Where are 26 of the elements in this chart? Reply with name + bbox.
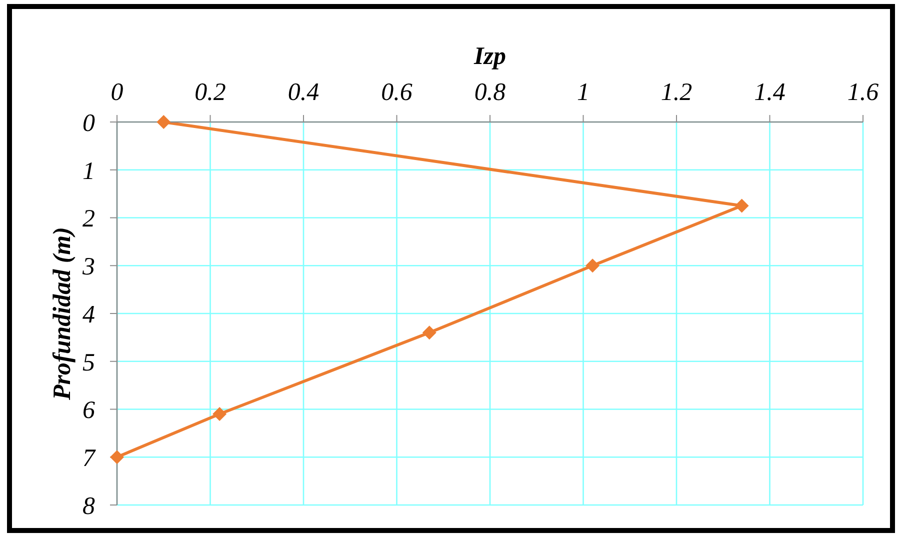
y-tick-label: 5 [82,349,95,376]
x-tick-label: 1.2 [660,79,692,106]
point [156,115,171,129]
x-axis-title: Izp [473,43,506,70]
x-tick-label: 1.6 [847,79,880,106]
point [212,407,227,422]
y-tick-label: 1 [82,158,95,185]
y-axis-title: Profundidad (m) [49,227,76,401]
x-tick-label: 0.4 [288,79,320,106]
y-tick-label: 8 [82,492,96,520]
x-tick-label: 0 [110,79,124,106]
point [734,198,749,213]
y-tick-label: 4 [82,301,95,328]
x-tick-label: 0.6 [381,79,413,106]
x-tick-label: 1.4 [754,79,786,106]
x-tick-label: 0.8 [474,79,506,106]
point [110,450,124,464]
y-tick-label: 2 [82,206,95,233]
y-tick-label: 7 [82,445,96,472]
x-tick-label: 1 [577,79,590,106]
y-tick-label: 0 [82,110,96,137]
y-tick-label: 6 [82,397,96,424]
point [422,326,436,340]
y-tick-label: 3 [82,254,95,280]
point [586,258,600,273]
x-tick-label: 0.2 [194,79,226,106]
